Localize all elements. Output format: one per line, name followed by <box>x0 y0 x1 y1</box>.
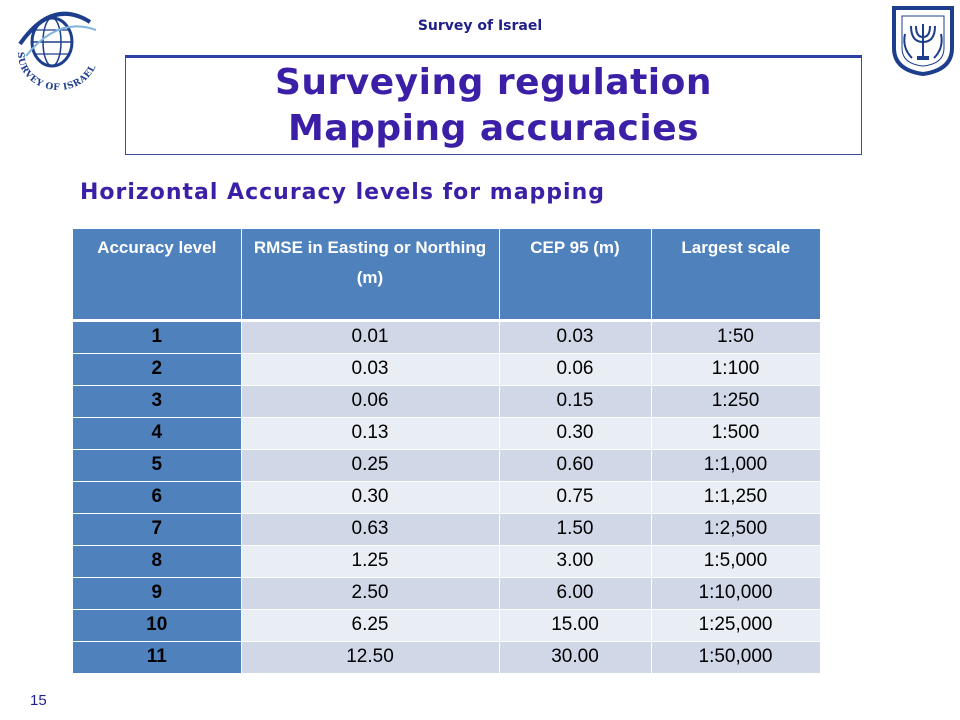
col-header-rmse: RMSE in Easting or Northing (m) <box>241 229 500 322</box>
accuracy-level-cell: 8 <box>73 545 242 578</box>
rmse-cell: 0.13 <box>241 417 500 450</box>
cep95-cell: 0.30 <box>499 417 652 450</box>
table-row: 8 1.25 3.00 1:5,000 <box>73 545 821 578</box>
accuracy-table: Accuracy level RMSE in Easting or Northi… <box>73 229 821 674</box>
accuracy-level-cell: 11 <box>73 641 242 674</box>
cep95-cell: 0.03 <box>499 320 652 354</box>
page-number: 15 <box>30 692 47 709</box>
scale-cell: 1:500 <box>651 417 821 450</box>
globe-logo-icon: SURVEY OF ISRAEL <box>15 11 98 93</box>
table-row: 10 6.25 15.00 1:25,000 <box>73 609 821 642</box>
table-row: 3 0.06 0.15 1:250 <box>73 385 821 418</box>
table-header-row: Accuracy level RMSE in Easting or Northi… <box>73 229 820 322</box>
scale-cell: 1:10,000 <box>651 577 821 610</box>
accuracy-level-cell: 4 <box>73 417 242 450</box>
state-emblem-icon <box>892 6 954 76</box>
cep95-cell: 0.06 <box>499 353 652 386</box>
scale-cell: 1:100 <box>651 353 821 386</box>
table-row: 7 0.63 1.50 1:2,500 <box>73 513 821 546</box>
rmse-cell: 0.63 <box>241 513 500 546</box>
rmse-cell: 0.30 <box>241 481 500 514</box>
col-header-accuracy-level: Accuracy level <box>73 229 242 322</box>
cep95-cell: 1.50 <box>499 513 652 546</box>
accuracy-level-cell: 9 <box>73 577 242 610</box>
scale-cell: 1:50 <box>651 320 821 354</box>
section-subtitle: Horizontal Accuracy levels for mapping <box>80 180 605 205</box>
table-row: 11 12.50 30.00 1:50,000 <box>73 641 821 674</box>
col-header-cep95: CEP 95 (m) <box>499 229 652 322</box>
table-row: 4 0.13 0.30 1:500 <box>73 417 821 450</box>
cep95-cell: 6.00 <box>499 577 652 610</box>
scale-cell: 1:250 <box>651 385 821 418</box>
cep95-cell: 30.00 <box>499 641 652 674</box>
table-row: 2 0.03 0.06 1:100 <box>73 353 821 386</box>
rmse-cell: 0.06 <box>241 385 500 418</box>
title-box: Surveying regulation Mapping accuracies <box>125 55 862 155</box>
rmse-cell: 0.25 <box>241 449 500 482</box>
scale-cell: 1:5,000 <box>651 545 821 578</box>
cep95-cell: 15.00 <box>499 609 652 642</box>
cep95-cell: 0.60 <box>499 449 652 482</box>
rmse-cell: 6.25 <box>241 609 500 642</box>
scale-cell: 1:25,000 <box>651 609 821 642</box>
rmse-cell: 1.25 <box>241 545 500 578</box>
accuracy-level-cell: 1 <box>73 320 242 354</box>
cep95-cell: 0.75 <box>499 481 652 514</box>
accuracy-level-cell: 2 <box>73 353 242 386</box>
scale-cell: 1:2,500 <box>651 513 821 546</box>
rmse-cell: 0.01 <box>241 320 500 354</box>
table-row: 5 0.25 0.60 1:1,000 <box>73 449 821 482</box>
scale-cell: 1:50,000 <box>651 641 821 674</box>
rmse-cell: 2.50 <box>241 577 500 610</box>
page-title-line2: Mapping accuracies <box>287 108 700 149</box>
org-name: Survey of Israel <box>417 18 543 34</box>
table-row: 1 0.01 0.03 1:50 <box>73 320 821 354</box>
accuracy-level-cell: 7 <box>73 513 242 546</box>
table-row: 9 2.50 6.00 1:10,000 <box>73 577 821 610</box>
cep95-cell: 3.00 <box>499 545 652 578</box>
accuracy-level-cell: 3 <box>73 385 242 418</box>
page-title-line1: Surveying regulation <box>274 62 713 103</box>
accuracy-level-cell: 6 <box>73 481 242 514</box>
col-header-largest-scale: Largest scale <box>651 229 820 322</box>
accuracy-level-cell: 10 <box>73 609 242 642</box>
cep95-cell: 0.15 <box>499 385 652 418</box>
scale-cell: 1:1,000 <box>651 449 821 482</box>
rmse-cell: 12.50 <box>241 641 500 674</box>
table-row: 6 0.30 0.75 1:1,250 <box>73 481 821 514</box>
scale-cell: 1:1,250 <box>651 481 821 514</box>
accuracy-level-cell: 5 <box>73 449 242 482</box>
rmse-cell: 0.03 <box>241 353 500 386</box>
